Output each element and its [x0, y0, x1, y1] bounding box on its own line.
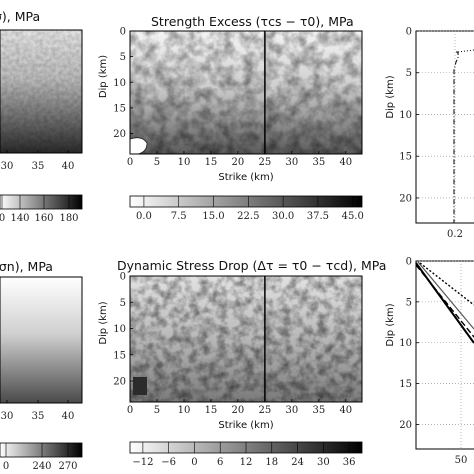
- colorbar-tick-label: 140: [10, 213, 29, 224]
- panel-strength-excess: Strength Excess (τcs − τ0), MPa 0 5 10 15 20…: [98, 14, 364, 222]
- x-tick-label: 5: [154, 157, 160, 168]
- y-tick-label: 15: [113, 103, 126, 114]
- profile-line-gray: [417, 261, 474, 330]
- nucleation-patch: [133, 377, 147, 395]
- y-tick-label: 5: [406, 297, 412, 308]
- x-tick-label: 25: [259, 157, 272, 168]
- x-tick-label: 35: [312, 157, 325, 168]
- colorbar-tick-label: 30.0: [272, 211, 294, 222]
- panel-title: (σn), MPa: [0, 259, 53, 274]
- x-tick-label: 10: [178, 405, 191, 416]
- x-tick-label: 40: [339, 157, 352, 168]
- colorbar-tick-label: 0: [191, 457, 197, 468]
- y-tick-label: 5: [406, 68, 412, 79]
- y-axis-label: Dip (km): [98, 55, 109, 98]
- y-tick-label: 20: [399, 193, 412, 204]
- colorbar-tick-label: 45.0: [342, 211, 364, 222]
- colorbar-tick-label: 6: [217, 457, 223, 468]
- colorbar-tick-label: 12: [240, 457, 253, 468]
- colorbar-tick-label: 37.5: [307, 211, 329, 222]
- y-tick-label: 0: [120, 272, 126, 283]
- x-tick-label: 15: [205, 157, 218, 168]
- x-axis-label: Strike (km): [218, 172, 273, 183]
- panel-title: Strength Excess (τcs − τ0), MPa: [151, 14, 354, 29]
- y-tick-label: 20: [113, 377, 126, 388]
- x-tick-label: 25: [259, 405, 272, 416]
- colorbar-tick-label: 180: [59, 213, 78, 224]
- colorbar-tick-label: 15.0: [202, 211, 224, 222]
- y-tick-label: 10: [399, 338, 412, 349]
- colorbar-tick-label: 18: [265, 457, 278, 468]
- profile-line: [453, 51, 459, 223]
- x-tick-label: 30: [1, 411, 14, 422]
- x-tick-label: 30: [1, 161, 14, 172]
- colorbar-tick-label: 240: [32, 461, 51, 472]
- x-tick-label: 30: [285, 405, 298, 416]
- colorbar-tick-label: 30: [317, 457, 330, 468]
- panel-dynamic-stress-drop: Dynamic Stress Drop (Δτ = τ0 − τcd), MPa…: [98, 258, 386, 468]
- x-tick-label: 0: [127, 405, 133, 416]
- y-tick-label: 15: [399, 379, 412, 390]
- x-tick-label: 40: [62, 161, 75, 172]
- colorbar-tick-label: −6: [161, 457, 176, 468]
- x-tick-label: 35: [312, 405, 325, 416]
- x-tick-label: 50: [455, 455, 468, 466]
- colorbar-tick-label: 160: [34, 213, 53, 224]
- y-tick-label: 15: [113, 350, 126, 361]
- x-tick-label: 10: [178, 157, 191, 168]
- x-tick-label: 0: [127, 157, 133, 168]
- x-tick-label: 0.2: [447, 229, 463, 240]
- y-tick-label: 0: [406, 27, 412, 38]
- x-tick-label: 35: [32, 411, 45, 422]
- y-tick-label: 10: [113, 324, 126, 335]
- colorbar-tick-label: 7.5: [171, 211, 187, 222]
- x-tick-label: 15: [205, 405, 218, 416]
- x-tick-label: 20: [232, 157, 245, 168]
- y-tick-label: 20: [399, 420, 412, 431]
- y-tick-label: 15: [399, 152, 412, 163]
- colorbar-tick-label: 0: [3, 461, 9, 472]
- profile-line-dotted: [419, 262, 474, 306]
- y-tick-label: 10: [113, 78, 126, 89]
- profile-line-dashed: [415, 264, 474, 338]
- y-axis-label: Dip (km): [385, 303, 396, 346]
- colorbar-tick-label: 36: [343, 457, 356, 468]
- colorbar-tick-label: 0.0: [136, 211, 152, 222]
- y-tick-label: 5: [120, 52, 126, 63]
- panel-title: σ), MPa: [0, 9, 40, 24]
- y-tick-label: 0: [120, 27, 126, 38]
- x-tick-label: 30: [285, 157, 298, 168]
- x-tick-label: 40: [339, 405, 352, 416]
- colorbar-tick-label: 22.5: [237, 211, 259, 222]
- y-tick-label: 0: [406, 257, 412, 268]
- y-axis-label: Dip (km): [385, 75, 396, 118]
- x-tick-label: 40: [62, 411, 75, 422]
- panel-profile-cropped: 0 5 10 15 20 0.2 Dip (km): [385, 27, 474, 240]
- y-tick-label: 20: [113, 129, 126, 140]
- x-tick-label: 20: [232, 405, 245, 416]
- x-tick-label: 35: [32, 161, 45, 172]
- colorbar-tick-label: 24: [291, 457, 304, 468]
- y-tick-label: 10: [399, 110, 412, 121]
- panel-normal-stress-cropped: σ), MPa 30 35 40 0 140 160 180: [0, 9, 83, 224]
- panel-title: Dynamic Stress Drop (Δτ = τ0 − τcd), MPa: [117, 258, 386, 273]
- colorbar-tick-label: 270: [58, 461, 77, 472]
- y-tick-label: 5: [120, 298, 126, 309]
- colorbar-tick-label: −12: [132, 457, 153, 468]
- y-axis-label: Dip (km): [98, 301, 109, 344]
- x-tick-label: 5: [154, 405, 160, 416]
- panel-profile-2-cropped: 0 5 10 15 20 50 Dip (km): [385, 257, 474, 466]
- colorbar-tick-label: 0: [0, 213, 5, 224]
- panel-normal-stress-2-cropped: (σn), MPa 30 35 40 0 240 270: [0, 259, 83, 472]
- x-axis-label: Strike (km): [218, 420, 273, 431]
